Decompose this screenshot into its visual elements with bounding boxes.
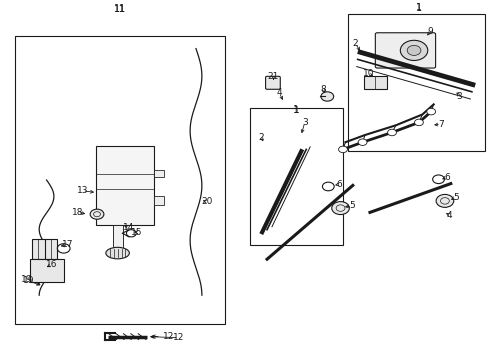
Text: 4: 4 xyxy=(276,88,282,97)
Circle shape xyxy=(400,40,428,60)
Circle shape xyxy=(427,108,436,115)
Circle shape xyxy=(339,146,347,153)
Text: 11: 11 xyxy=(114,4,126,14)
Bar xyxy=(30,259,64,282)
Text: 1: 1 xyxy=(294,107,299,115)
Text: 18: 18 xyxy=(72,208,83,217)
Text: 3: 3 xyxy=(457,92,463,101)
Bar xyxy=(15,36,225,324)
Bar xyxy=(154,170,164,177)
Text: 1: 1 xyxy=(416,3,422,13)
Circle shape xyxy=(90,209,104,219)
Circle shape xyxy=(415,119,423,126)
Bar xyxy=(364,76,387,89)
Text: 3: 3 xyxy=(302,118,308,127)
Text: 4: 4 xyxy=(447,211,453,220)
Text: 2: 2 xyxy=(352,39,358,48)
Text: 19: 19 xyxy=(23,276,34,285)
Text: 6: 6 xyxy=(336,180,342,189)
Bar xyxy=(348,14,485,151)
Text: 20: 20 xyxy=(201,197,213,206)
Text: 6: 6 xyxy=(444,173,450,181)
Bar xyxy=(250,108,343,245)
Text: 12: 12 xyxy=(163,332,174,341)
Text: 14: 14 xyxy=(122,223,134,232)
Text: 5: 5 xyxy=(349,201,355,210)
Bar xyxy=(32,239,57,259)
FancyBboxPatch shape xyxy=(266,76,280,89)
Bar xyxy=(96,146,154,225)
Circle shape xyxy=(436,194,454,207)
Text: 2: 2 xyxy=(258,133,264,142)
Text: 5: 5 xyxy=(453,193,459,202)
Text: 7: 7 xyxy=(438,120,444,129)
Text: 12: 12 xyxy=(173,333,185,342)
Text: 1: 1 xyxy=(294,105,299,115)
Text: 21: 21 xyxy=(268,72,279,81)
Text: 19: 19 xyxy=(21,275,33,284)
Text: 15: 15 xyxy=(131,228,143,237)
Circle shape xyxy=(407,45,421,55)
Text: 16: 16 xyxy=(46,260,57,269)
Text: 13: 13 xyxy=(76,186,88,195)
Circle shape xyxy=(321,92,334,101)
Text: 11: 11 xyxy=(114,4,126,13)
FancyBboxPatch shape xyxy=(375,33,436,68)
Circle shape xyxy=(358,139,367,145)
Text: 17: 17 xyxy=(62,240,74,249)
Bar xyxy=(113,225,123,248)
Bar xyxy=(154,196,164,205)
Circle shape xyxy=(388,129,396,136)
Text: 10: 10 xyxy=(363,69,374,78)
Text: 9: 9 xyxy=(427,27,433,36)
Text: 8: 8 xyxy=(320,85,326,94)
Text: 1: 1 xyxy=(416,3,422,12)
Circle shape xyxy=(332,202,349,215)
Ellipse shape xyxy=(106,247,129,259)
